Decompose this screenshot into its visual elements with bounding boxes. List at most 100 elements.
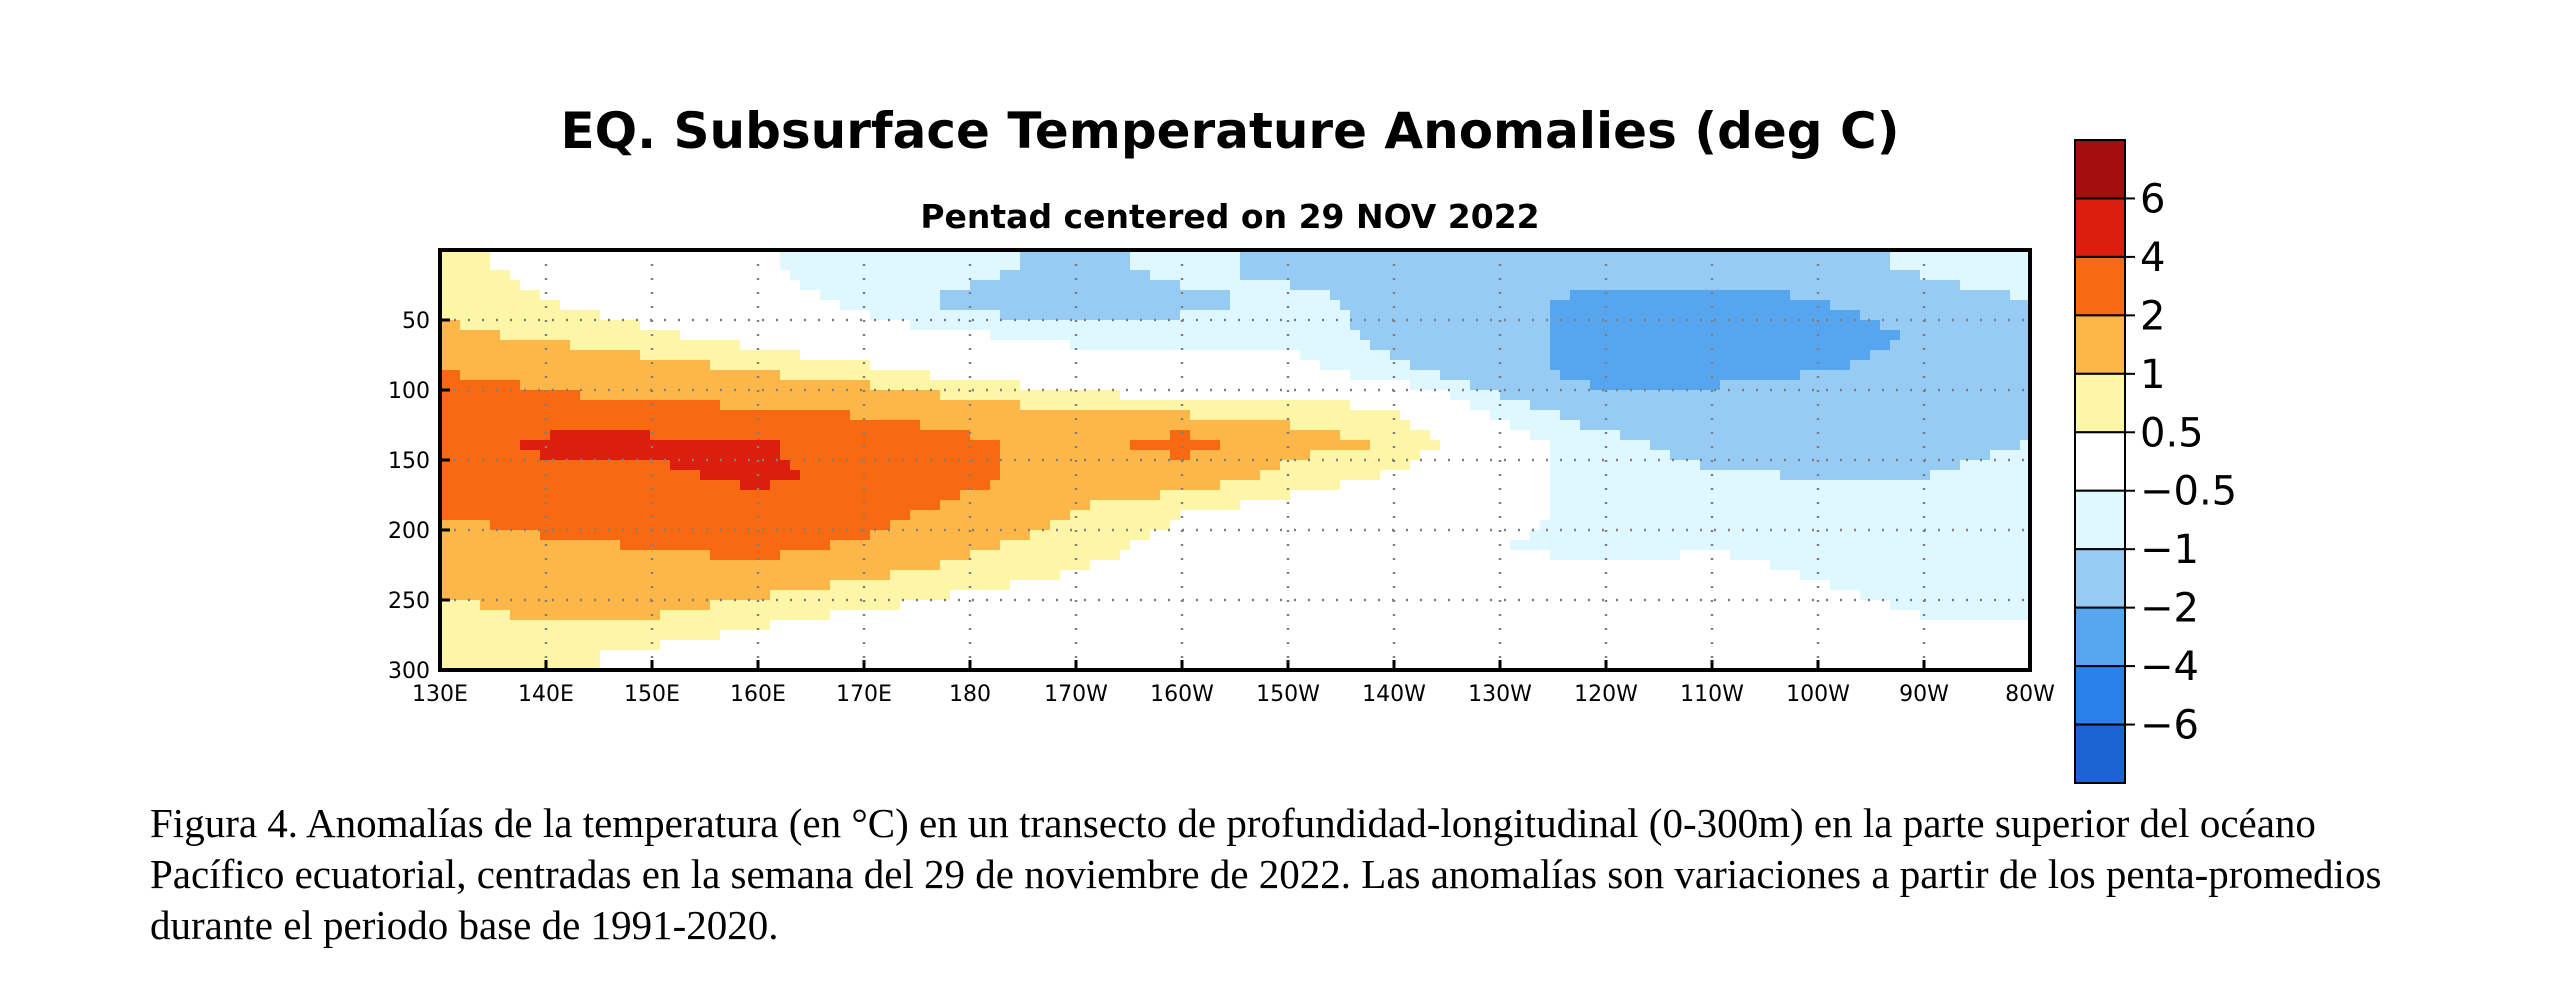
heatmap-cell — [1120, 330, 1131, 341]
heatmap-cell — [660, 410, 671, 421]
heatmap-cell — [1900, 450, 1911, 461]
heatmap-cell — [980, 480, 991, 491]
heatmap-cell — [1930, 450, 1941, 461]
heatmap-cell — [1060, 490, 1071, 501]
heatmap-cell — [1200, 500, 1211, 511]
heatmap-cell — [500, 360, 511, 371]
heatmap-cell — [1140, 370, 1151, 381]
heatmap-cell — [1420, 440, 1431, 451]
heatmap-cell — [1530, 360, 1541, 371]
heatmap-cell — [820, 320, 831, 331]
heatmap-cell — [1860, 400, 1871, 411]
heatmap-cell — [930, 480, 941, 491]
heatmap-cell — [1130, 500, 1141, 511]
heatmap-cell — [1770, 320, 1781, 331]
heatmap-cell — [2010, 360, 2021, 371]
heatmap-cell — [620, 500, 631, 511]
heatmap-cell — [890, 450, 901, 461]
heatmap-cell — [560, 310, 571, 321]
heatmap-cell — [780, 300, 791, 311]
heatmap-cell — [870, 310, 881, 321]
heatmap-cell — [520, 320, 531, 331]
heatmap-cell — [910, 370, 921, 381]
heatmap-cell — [1490, 310, 1501, 321]
heatmap-cell — [1210, 420, 1221, 431]
heatmap-cell — [1860, 510, 1871, 521]
heatmap-cell — [1510, 550, 1521, 561]
heatmap-cell — [660, 390, 671, 401]
heatmap-cell — [1110, 550, 1121, 561]
heatmap-cell — [860, 410, 871, 421]
heatmap-cell — [1620, 440, 1631, 451]
heatmap-cell — [740, 470, 751, 481]
heatmap-cell — [1870, 550, 1881, 561]
heatmap-cell — [1740, 320, 1751, 331]
heatmap-cell — [690, 360, 701, 371]
heatmap-cell — [1310, 260, 1321, 271]
heatmap-cell — [1200, 250, 1211, 261]
heatmap-cell — [500, 470, 511, 481]
heatmap-cell — [1910, 330, 1921, 341]
heatmap-cell — [670, 510, 681, 521]
heatmap-cell — [770, 390, 781, 401]
heatmap-cell — [700, 440, 711, 451]
heatmap-cell — [990, 520, 1001, 531]
heatmap-cell — [670, 360, 681, 371]
heatmap-cell — [1700, 420, 1711, 431]
heatmap-cell — [1490, 350, 1501, 361]
heatmap-cell — [1360, 260, 1371, 271]
heatmap-cell — [1160, 430, 1171, 441]
heatmap-cell — [1820, 380, 1831, 391]
heatmap-cell — [610, 460, 621, 471]
heatmap-cell — [1800, 440, 1811, 451]
heatmap-cell — [890, 550, 901, 561]
heatmap-cell — [1910, 480, 1921, 491]
heatmap-cell — [490, 440, 501, 451]
heatmap-cell — [1520, 550, 1531, 561]
heatmap-cell — [1000, 490, 1011, 501]
heatmap-cell — [1370, 330, 1381, 341]
heatmap-cell — [650, 260, 661, 271]
heatmap-cell — [1510, 500, 1521, 511]
heatmap-cell — [820, 450, 831, 461]
heatmap-cell — [1900, 460, 1911, 471]
heatmap-cell — [650, 420, 661, 431]
heatmap-cell — [1180, 360, 1191, 371]
heatmap-cell — [1840, 440, 1851, 451]
heatmap-cell — [1690, 480, 1701, 491]
heatmap-cell — [1330, 520, 1341, 531]
heatmap-cell — [1000, 400, 1011, 411]
heatmap-cell — [1190, 320, 1201, 331]
heatmap-cell — [1830, 290, 1841, 301]
heatmap-cell — [1620, 280, 1631, 291]
heatmap-cell — [1490, 470, 1501, 481]
heatmap-cell — [1420, 480, 1431, 491]
heatmap-cell — [1990, 450, 2001, 461]
heatmap-cell — [1390, 460, 1401, 471]
heatmap-cell — [490, 490, 501, 501]
heatmap-cell — [830, 340, 841, 351]
heatmap-cell — [520, 450, 531, 461]
heatmap-cell — [1630, 250, 1641, 261]
heatmap-cell — [850, 470, 861, 481]
heatmap-cell — [730, 420, 741, 431]
heatmap-cell — [920, 260, 931, 271]
heatmap-cell — [1880, 250, 1891, 261]
heatmap-cell — [1720, 520, 1731, 531]
heatmap-cell — [1780, 390, 1791, 401]
heatmap-cell — [800, 540, 811, 551]
heatmap-cell — [1540, 340, 1551, 351]
heatmap-cell — [700, 490, 711, 501]
heatmap-cell — [2010, 370, 2021, 381]
heatmap-cell — [1310, 370, 1321, 381]
heatmap-cell — [1630, 410, 1641, 421]
heatmap-cell — [840, 280, 851, 291]
heatmap-cell — [2000, 450, 2011, 461]
heatmap-cell — [1490, 300, 1501, 311]
heatmap-cell — [1840, 260, 1851, 271]
heatmap-cell — [1450, 380, 1461, 391]
heatmap-cell — [1890, 380, 1901, 391]
heatmap-cell — [1540, 330, 1551, 341]
heatmap-cell — [730, 500, 741, 511]
heatmap-cell — [1920, 490, 1931, 501]
